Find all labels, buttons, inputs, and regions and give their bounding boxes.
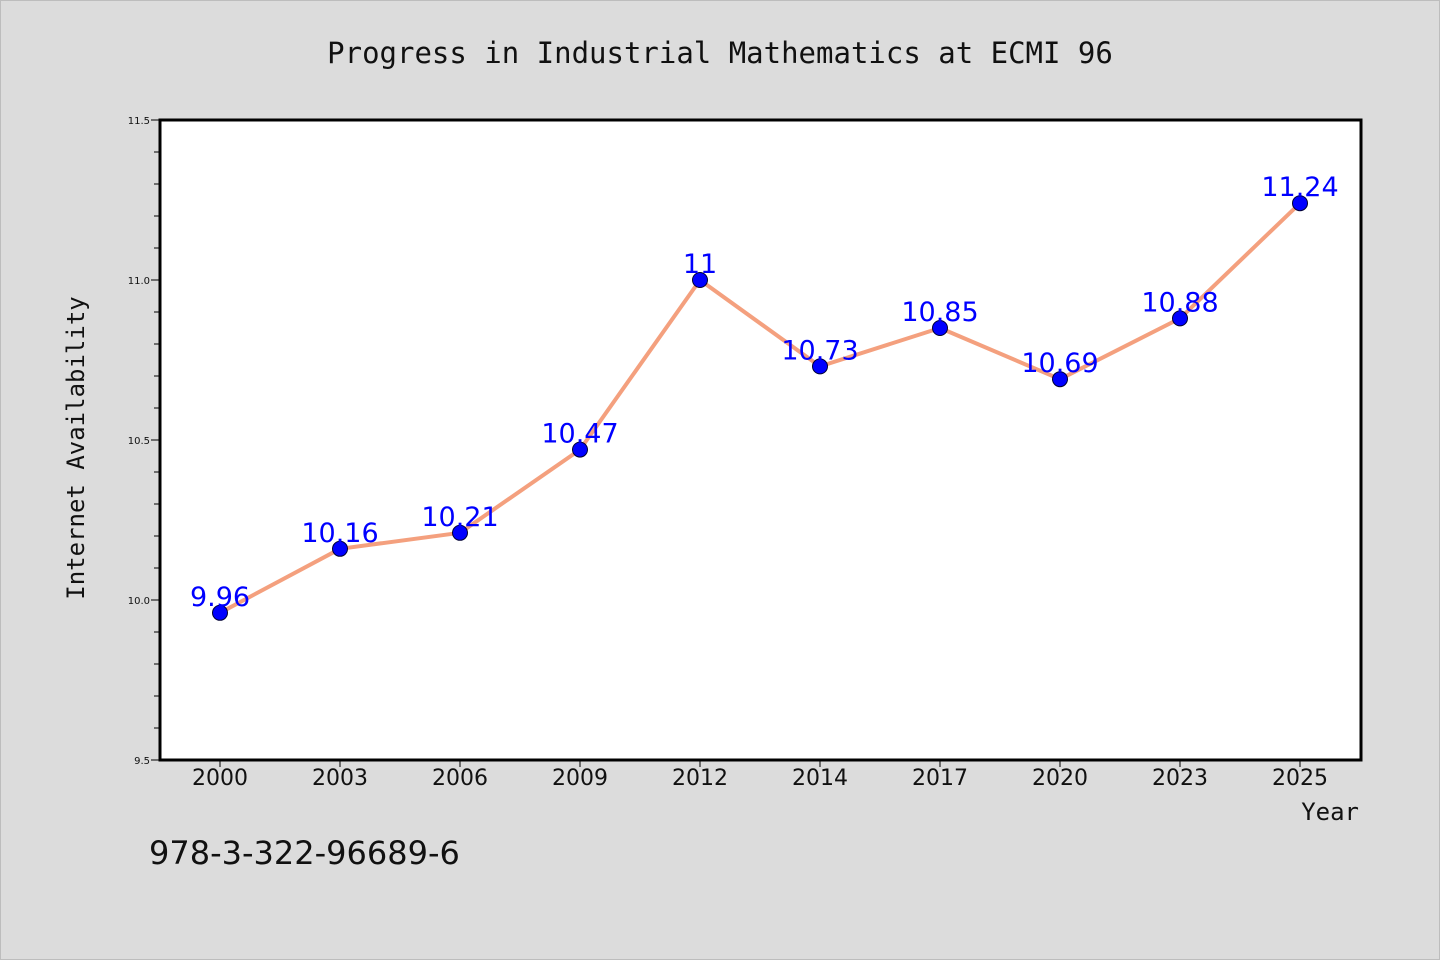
y-tick-label: 11.0	[128, 276, 150, 287]
x-tick-label: 2020	[1032, 766, 1088, 791]
y-axis-label: Internet Availability	[62, 296, 90, 599]
y-tick-label: 10.5	[128, 436, 150, 447]
y-axis: 9.5 10.0 10.5 11.0 11.5	[128, 116, 160, 767]
x-axis: 2000 2003 2006 2009 2012 2014 2017 2020 2023 2025	[192, 760, 1328, 791]
series-markers	[212, 195, 1308, 621]
data-point	[212, 604, 228, 621]
x-tick-label: 2012	[672, 766, 728, 791]
data-point	[692, 272, 708, 288]
x-tick-label: 2017	[912, 766, 968, 791]
x-tick-label: 2006	[432, 766, 488, 791]
data-label: 10.73	[781, 335, 858, 366]
data-point	[1292, 195, 1308, 212]
chart-title: Progress in Industrial Mathematics at EC…	[327, 36, 1113, 70]
data-label: 9.96	[190, 582, 250, 613]
data-labels: 9.96 10.16 10.21 10.47 11 10.73 10.85 10.69 10.8…	[190, 172, 1339, 613]
data-label: 11.24	[1261, 172, 1338, 203]
x-tick-label: 2009	[552, 766, 608, 791]
data-label: 10.85	[901, 297, 978, 328]
x-tick-label: 2000	[192, 766, 248, 791]
data-point	[452, 524, 468, 541]
data-point	[932, 320, 948, 336]
series-line	[218, 201, 1302, 615]
x-tick-label: 2003	[312, 766, 368, 791]
data-label: 10.47	[541, 419, 618, 450]
data-label: 11	[683, 249, 717, 280]
x-tick-label: 2023	[1152, 766, 1208, 791]
data-point	[812, 358, 828, 375]
x-tick-label: 2025	[1272, 766, 1328, 791]
y-tick-label: 11.5	[128, 116, 150, 127]
data-label: 10.21	[421, 502, 498, 533]
plot-area	[158, 118, 1363, 762]
data-point	[1052, 371, 1068, 388]
y-tick-label: 10.0	[128, 596, 150, 607]
data-point	[332, 540, 348, 557]
x-axis-label: Year	[1301, 798, 1359, 826]
y-tick-label: 9.5	[134, 756, 150, 767]
data-label: 10.16	[301, 518, 378, 549]
data-point	[572, 441, 588, 458]
data-label: 10.88	[1141, 287, 1218, 318]
data-point	[1172, 310, 1188, 327]
x-tick-label: 2014	[792, 766, 848, 791]
isbn-footnote: 978-3-322-96689-6	[149, 834, 460, 872]
data-label: 10.69	[1021, 348, 1098, 379]
